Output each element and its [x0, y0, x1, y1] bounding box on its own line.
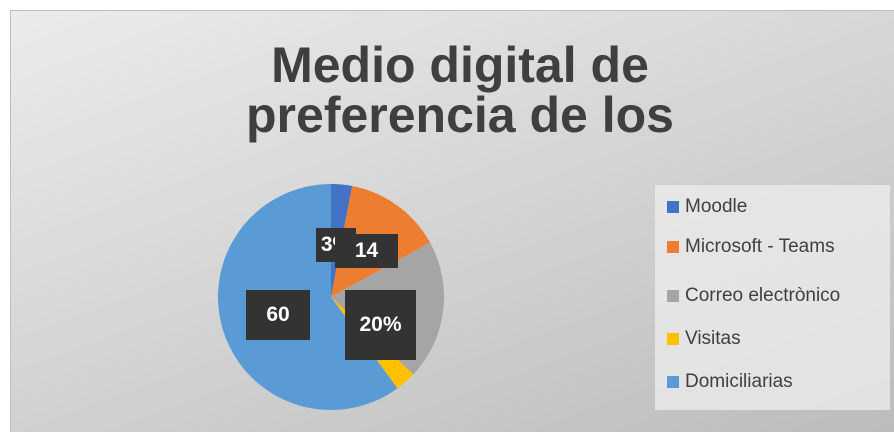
legend-label: Correo electrònico	[685, 285, 841, 306]
legend-swatch	[667, 376, 679, 388]
legend-swatch	[667, 333, 679, 345]
legend-label: Visitas	[685, 328, 741, 349]
legend-swatch	[667, 201, 679, 213]
legend-entry: Visitas	[667, 328, 741, 350]
data-label: 20%	[345, 290, 416, 360]
legend-label: Moodle	[685, 196, 748, 217]
legend-entry: Correo electrònico	[667, 285, 840, 307]
legend-entry: Moodle	[667, 196, 747, 218]
legend-swatch	[667, 241, 679, 253]
legend-label: Domiciliarias	[685, 371, 793, 392]
legend: Moodle Microsoft - Teams Correo electrònic…	[655, 185, 890, 410]
data-label: 14	[335, 234, 398, 268]
legend-label: Microsoft - Teams	[685, 236, 835, 257]
legend-swatch	[667, 290, 679, 302]
data-label: 60	[246, 290, 310, 340]
legend-entry: Microsoft - Teams	[667, 236, 835, 258]
chart-title: Medio digital de preferencia de los	[246, 37, 674, 143]
legend-entry: Domiciliarias	[667, 371, 793, 393]
